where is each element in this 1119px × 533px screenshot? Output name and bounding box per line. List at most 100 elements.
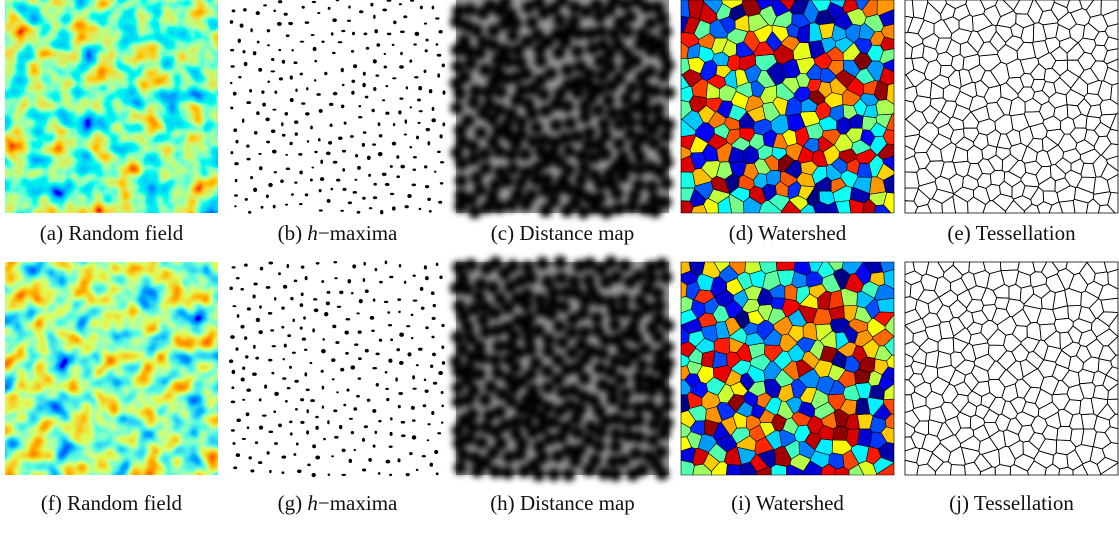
- maximum-dot: [282, 358, 284, 360]
- distance-basin: [467, 303, 480, 316]
- maximum-dot: [274, 442, 278, 445]
- maximum-dot: [277, 22, 282, 26]
- distance-basin: [656, 258, 669, 271]
- distance-basin: [520, 166, 533, 179]
- maximum-dot: [342, 168, 345, 172]
- maximum-dot: [281, 326, 284, 329]
- distance-basin: [559, 421, 572, 434]
- watershed-cell: [726, 465, 741, 476]
- maximum-dot: [294, 181, 297, 183]
- maximum-dot: [332, 52, 336, 54]
- maximum-dot: [300, 398, 304, 401]
- maximum-dot: [385, 261, 388, 265]
- maximum-dot: [304, 349, 308, 351]
- maximum-dot: [423, 404, 427, 407]
- maximum-dot: [249, 89, 252, 93]
- maximum-dot: [441, 324, 444, 327]
- distance-basin: [547, 468, 560, 481]
- maximum-dot: [373, 298, 376, 301]
- maximum-dot: [378, 122, 381, 126]
- maximum-dot: [234, 205, 236, 207]
- maximum-dot: [231, 401, 236, 404]
- distance-basin: [467, 96, 480, 109]
- distance-basin: [466, 140, 479, 153]
- maximum-dot: [230, 20, 233, 24]
- maximum-dot: [433, 382, 437, 385]
- distance-basin: [492, 340, 505, 353]
- maximum-dot: [229, 286, 232, 290]
- distance-basin: [569, 412, 582, 425]
- distance-basin: [511, 44, 524, 57]
- maximum-dot: [329, 103, 333, 106]
- distance-basin: [610, 333, 623, 346]
- distance-basin: [644, 17, 657, 30]
- maximum-dot: [324, 72, 327, 76]
- maximum-dot: [348, 6, 351, 9]
- distance-basin: [620, 47, 633, 60]
- distance-basin: [585, 285, 598, 298]
- maximum-dot: [310, 179, 313, 182]
- maximum-dot: [238, 39, 241, 43]
- distance-basin: [647, 137, 660, 150]
- distance-basin: [578, 372, 591, 385]
- caption-part: (e): [947, 221, 970, 245]
- maximum-dot: [389, 446, 393, 448]
- distance-basin: [656, 467, 669, 480]
- maximum-dot: [314, 151, 317, 153]
- maximum-dot: [310, 126, 313, 130]
- distance-basin: [598, 118, 611, 131]
- distance-basin: [456, 272, 469, 285]
- maximum-dot: [429, 210, 432, 213]
- maximum-dot: [412, 435, 417, 439]
- maximum-dot: [231, 151, 234, 154]
- maximum-dot: [372, 143, 376, 145]
- distance-basin: [514, 274, 527, 287]
- maximum-dot: [392, 206, 396, 210]
- maximum-dot: [397, 298, 401, 301]
- maximum-dot: [279, 77, 283, 80]
- maximum-dot: [265, 117, 269, 121]
- distance-basin: [509, 415, 522, 428]
- maximum-dot: [399, 333, 404, 337]
- maximum-dot: [305, 276, 308, 280]
- distance-basin: [595, 25, 608, 38]
- maximum-dot: [247, 307, 251, 310]
- caption-part: (d): [729, 221, 754, 245]
- maximum-dot: [417, 99, 421, 102]
- distance-basin: [577, 307, 590, 320]
- maximum-dot: [425, 390, 429, 393]
- maximum-dot: [386, 460, 391, 464]
- distance-basin: [598, 415, 611, 428]
- maximum-dot: [441, 421, 444, 423]
- distance-basin: [642, 450, 655, 463]
- maximum-dot: [437, 73, 440, 77]
- maximum-dot: [344, 121, 347, 124]
- distance-basin: [583, 464, 596, 477]
- distance-basin: [533, 43, 546, 56]
- distance-basin: [529, 357, 542, 370]
- maximum-dot: [335, 341, 339, 344]
- maximum-dot: [436, 472, 439, 475]
- maximum-dot: [354, 179, 357, 181]
- maximum-dot: [440, 161, 444, 163]
- maximum-dot: [306, 430, 309, 434]
- maximum-dot: [258, 461, 262, 464]
- distance-basin: [508, 329, 521, 342]
- maximum-dot: [312, 444, 316, 448]
- distance-basin: [541, 381, 554, 394]
- maximum-dot: [293, 453, 296, 456]
- maximum-dot: [386, 398, 389, 401]
- maximum-dot: [363, 131, 367, 134]
- maximum-dot: [333, 261, 337, 263]
- maximum-dot: [321, 41, 324, 43]
- maximum-dot: [274, 91, 277, 94]
- distance-basin: [552, 47, 565, 60]
- maximum-dot: [347, 20, 351, 22]
- maximum-dot: [233, 128, 237, 132]
- maximum-dot: [243, 8, 247, 11]
- distance-basin: [450, 77, 463, 90]
- distance-basin: [479, 326, 492, 339]
- distance-basin: [606, 178, 619, 191]
- maximum-dot: [333, 92, 338, 96]
- distance-basin: [512, 346, 525, 359]
